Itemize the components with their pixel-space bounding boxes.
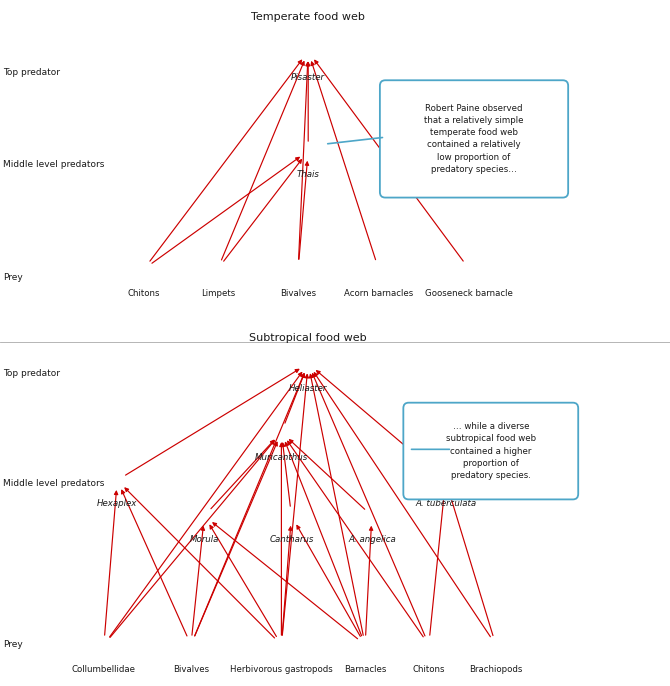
Text: Acorn barnacles: Acorn barnacles bbox=[344, 289, 413, 298]
Text: Subtropical food web: Subtropical food web bbox=[249, 333, 367, 342]
Text: Cantharus: Cantharus bbox=[269, 535, 314, 544]
Text: Hexaplex: Hexaplex bbox=[97, 499, 137, 508]
Text: Chitons: Chitons bbox=[413, 665, 445, 674]
FancyBboxPatch shape bbox=[403, 403, 578, 499]
Text: Bivalves: Bivalves bbox=[173, 665, 209, 674]
Text: … while a diverse
subtropical food web
contained a higher
proportion of
predator: … while a diverse subtropical food web c… bbox=[446, 423, 536, 480]
Text: Collumbellidae: Collumbellidae bbox=[72, 665, 136, 674]
Text: Temperate food web: Temperate food web bbox=[251, 12, 365, 22]
Text: A. angelica: A. angelica bbox=[348, 535, 396, 544]
Text: Top predator: Top predator bbox=[3, 369, 60, 379]
Text: Prey: Prey bbox=[3, 273, 23, 283]
Text: Middle level predators: Middle level predators bbox=[3, 479, 105, 488]
Text: Middle level predators: Middle level predators bbox=[3, 160, 105, 169]
Text: Robert Paine observed
that a relatively simple
temperate food web
contained a re: Robert Paine observed that a relatively … bbox=[424, 104, 524, 174]
FancyBboxPatch shape bbox=[380, 80, 568, 198]
Text: Barnacles: Barnacles bbox=[344, 665, 387, 674]
Text: Muricanthus: Muricanthus bbox=[255, 453, 308, 462]
Text: Thais: Thais bbox=[297, 170, 320, 179]
Text: Prey: Prey bbox=[3, 640, 23, 650]
Text: Herbivorous gastropods: Herbivorous gastropods bbox=[230, 665, 333, 674]
Text: Limpets: Limpets bbox=[200, 289, 235, 298]
Text: Chitons: Chitons bbox=[128, 289, 160, 298]
Text: Brachiopods: Brachiopods bbox=[469, 665, 523, 674]
Text: Top predator: Top predator bbox=[3, 67, 60, 77]
Text: A. tuberculata: A. tuberculata bbox=[415, 499, 476, 508]
Text: Bivalves: Bivalves bbox=[280, 289, 316, 298]
Text: Pisaster: Pisaster bbox=[291, 73, 325, 82]
Text: Gooseneck barnacle: Gooseneck barnacle bbox=[425, 289, 513, 298]
Text: Heliaster: Heliaster bbox=[289, 384, 328, 393]
Text: Morula: Morula bbox=[190, 535, 219, 544]
